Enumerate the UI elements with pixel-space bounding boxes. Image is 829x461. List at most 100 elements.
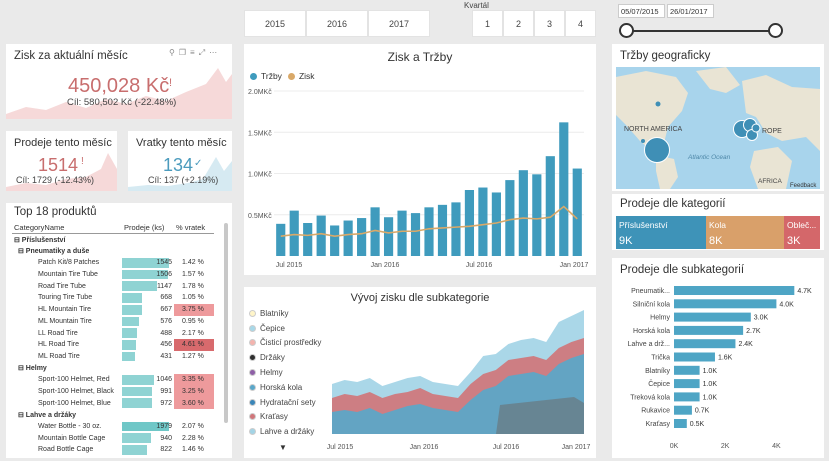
sales-bar (122, 316, 140, 327)
table-row[interactable]: Touring Tire Tube 668 1.05 % (12, 292, 214, 304)
legend-item[interactable]: Držáky (249, 350, 321, 365)
revenue-bar[interactable] (464, 190, 475, 256)
legend-item[interactable]: Čepice (249, 321, 321, 336)
revenue-bar[interactable] (532, 174, 542, 256)
table-row[interactable]: Sport-100 Helmet, Blue 972 3.60 % (12, 397, 214, 409)
focus-icon[interactable]: ⤢ (198, 48, 210, 57)
tile-clothing[interactable]: Oblеč... 3K (784, 216, 820, 249)
header-returns[interactable]: % vratek (176, 223, 206, 233)
copy-icon[interactable]: ❐ (178, 48, 191, 57)
world-map[interactable]: NORTH AMERICA ROPE Atlantic Ocean AFRICA… (616, 67, 820, 189)
date-to-input[interactable]: 26/01/2017 (667, 4, 714, 18)
table-row[interactable]: Sport-100 Helmet, Red 1046 3.35 % (12, 373, 214, 386)
subcat-sales-bar[interactable] (674, 325, 744, 335)
legend-item[interactable]: Helmy (249, 365, 321, 380)
map-feedback-link[interactable]: Feedback (790, 183, 817, 189)
subcat-sales-bar[interactable] (674, 352, 715, 362)
revenue-bar[interactable] (397, 210, 407, 256)
legend-revenue[interactable]: Tržby (261, 71, 282, 81)
pin-icon[interactable]: ⚲ (169, 48, 179, 57)
revenue-bar[interactable] (559, 122, 569, 256)
table-row[interactable]: ML Road Tire 431 1.27 % (12, 351, 214, 363)
revenue-bar[interactable] (437, 204, 448, 256)
matrix-group-row[interactable]: ⊟ Příslušenství (12, 234, 214, 246)
date-from-input[interactable]: 05/07/2015 (618, 4, 665, 18)
subcat-sales-bar[interactable] (674, 299, 777, 309)
header-sales[interactable]: Prodeje (ks) (124, 223, 165, 233)
profit-line[interactable] (280, 205, 578, 238)
revenue-bar[interactable] (383, 217, 394, 256)
subcat-sales-bar[interactable] (674, 339, 736, 349)
legend-item[interactable]: Horská kola (249, 380, 321, 395)
revenue-bar[interactable] (478, 187, 488, 256)
legend-item[interactable]: Hydratační sety (249, 395, 321, 410)
filter-icon[interactable]: ≡ (190, 48, 199, 57)
table-row[interactable]: Water Bottle - 30 oz. 1979 2.07 % (12, 421, 214, 433)
table-row[interactable]: Road Tire Tube 1147 1.78 % (12, 280, 214, 292)
table-row[interactable]: Sport-100 Helmet, Black 991 3.25 % (12, 385, 214, 398)
matrix-group-row[interactable]: ⊟ Helmy (12, 362, 214, 374)
revenue-bar[interactable] (505, 180, 515, 256)
row-sales: 576 (122, 316, 174, 328)
category-label: Silniční kola (633, 301, 670, 308)
y-tick-label: 1.5MKč (248, 130, 272, 137)
revenue-bar[interactable] (343, 220, 353, 256)
quarter-2-button[interactable]: 2 (503, 10, 534, 37)
table-row[interactable]: Road Bottle Cage 822 1.46 % (12, 444, 214, 456)
subcat-sales-bar[interactable] (674, 392, 700, 402)
revenue-bar[interactable] (424, 207, 434, 256)
year-2017-button[interactable]: 2017 (368, 10, 430, 37)
table-row[interactable]: HL Road Tire 456 4.61 % (12, 338, 214, 351)
matrix-scrollbar[interactable] (224, 223, 228, 423)
revenue-bar[interactable] (289, 210, 299, 256)
table-row[interactable]: LL Road Tire 488 2.17 % (12, 327, 214, 339)
revenue-bar[interactable] (545, 156, 555, 256)
revenue-bar[interactable] (316, 215, 326, 256)
tile-bikes[interactable]: Kola 8K (706, 216, 784, 249)
subcat-sales-bar[interactable] (674, 286, 795, 295)
subcat-sales-bar[interactable] (674, 379, 700, 389)
revenue-bar[interactable] (518, 170, 528, 256)
more-icon[interactable]: ⋯ (209, 48, 222, 57)
subcat-sales-card: Prodeje dle subkategorií Pneumatik... 4.7… (612, 258, 824, 458)
table-row[interactable]: ML Mountain Tire 576 0.95 % (12, 316, 214, 328)
subcat-profit-area[interactable] (496, 397, 584, 434)
legend-scroll-down-icon[interactable]: ▼ (279, 443, 287, 452)
subcat-sales-bar[interactable] (674, 419, 687, 428)
legend-item[interactable]: Čisticí prostředky (249, 336, 321, 351)
quarter-3-button[interactable]: 3 (534, 10, 565, 37)
revenue-bar[interactable] (410, 213, 421, 256)
subcat-sales-bar[interactable] (674, 405, 692, 415)
revenue-bar[interactable] (370, 207, 380, 256)
table-row[interactable]: HL Mountain Tire 667 3.75 % (12, 303, 214, 316)
year-2016-button[interactable]: 2016 (306, 10, 368, 37)
sales-bar (122, 304, 143, 315)
revenue-bar[interactable] (330, 225, 340, 256)
matrix-group-row[interactable]: ⊟ Lahve a držáky (12, 409, 214, 421)
sales-value: 576 (160, 317, 172, 325)
revenue-bar[interactable] (491, 192, 501, 256)
matrix-group-row[interactable]: ⊟ Pneumatiky a duše (12, 245, 214, 257)
subcat-sales-bar[interactable] (674, 312, 751, 322)
year-2015-button[interactable]: 2015 (244, 10, 306, 37)
legend-profit[interactable]: Zisk (298, 71, 315, 81)
legend-item[interactable]: Lahve a držáky (249, 424, 321, 439)
table-row[interactable]: Mountain Bottle Cage 940 2.28 % (12, 432, 214, 444)
revenue-bar[interactable] (572, 168, 582, 256)
revenue-bar[interactable] (276, 223, 286, 256)
table-row[interactable]: Mountain Tire Tube 1506 1.57 % (12, 269, 214, 281)
legend-item[interactable]: Blatníky (249, 306, 321, 321)
revenue-bar[interactable] (303, 223, 313, 256)
header-category[interactable]: CategoryName (14, 223, 65, 233)
quarter-4-button[interactable]: 4 (565, 10, 596, 37)
subcat-sales-bar[interactable] (674, 365, 700, 375)
date-range-start-handle[interactable] (619, 23, 634, 38)
tile-accessories[interactable]: Příslušenství 9K (616, 216, 706, 249)
kpi-sales-sparkline (6, 153, 117, 191)
revenue-bar[interactable] (451, 202, 461, 256)
legend-item[interactable]: Kraťasy (249, 410, 321, 425)
table-row[interactable]: Patch Kit/8 Patches 1545 1.42 % (12, 257, 214, 269)
revenue-bar[interactable] (357, 218, 367, 256)
date-range-end-handle[interactable] (768, 23, 783, 38)
quarter-1-button[interactable]: 1 (472, 10, 503, 37)
